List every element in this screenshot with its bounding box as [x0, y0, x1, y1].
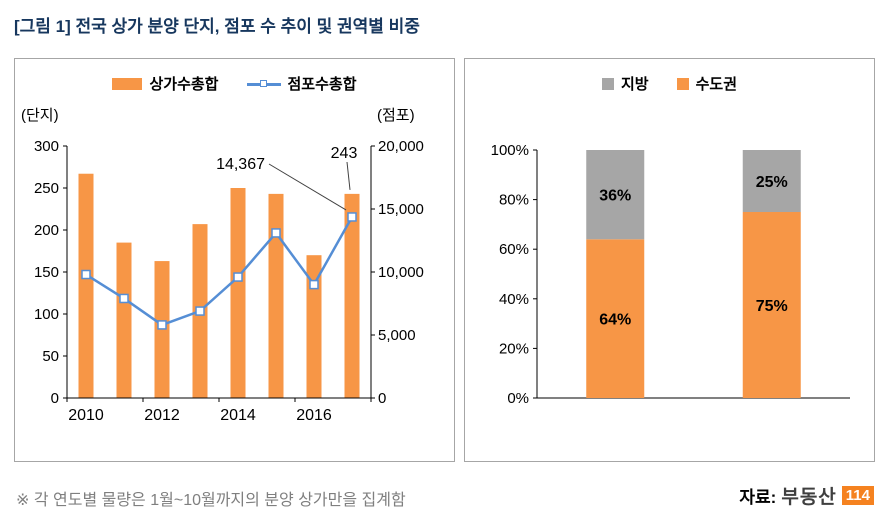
svg-text:0%: 0%: [507, 390, 529, 407]
svg-text:100%: 100%: [491, 142, 529, 159]
svg-text:0: 0: [51, 390, 59, 407]
source-label: 자료:: [739, 488, 777, 507]
sudogwon-label: 수도권: [695, 76, 737, 93]
svg-text:60%: 60%: [499, 241, 529, 258]
stacked-chart-svg: 0% 20% 40% 60% 80% 100% 64% 36% 75% 25%: [491, 142, 850, 407]
footnote: ※ 각 연도별 물량은 1월~10월까지의 분양 상가만을 집계함: [16, 492, 406, 509]
svg-text:15,000: 15,000: [378, 201, 424, 218]
legend-item-sudogwon: 수도권: [676, 73, 737, 94]
jibang-swatch-icon: [601, 77, 614, 90]
combo-chart-panel: 상가수총합 점포수총합 (단지) (점포) 0 50 100 150 200 250 300 0 5…: [14, 58, 455, 462]
bar-series-swatch-icon: [112, 77, 143, 90]
svg-text:250: 250: [34, 180, 59, 197]
bar-series-label: 상가수총합: [149, 76, 219, 93]
stacked-chart-legend: 지방 수도권: [465, 73, 874, 94]
figure-title: [그림 1] 전국 상가 분양 단지, 점포 수 추이 및 권역별 비중: [14, 17, 420, 36]
svg-text:243: 243: [331, 145, 358, 162]
svg-text:80%: 80%: [499, 192, 529, 209]
jibang-label: 지방: [620, 76, 649, 93]
legend-item-line-series: 점포수총합: [246, 73, 357, 94]
svg-text:2012: 2012: [144, 407, 180, 424]
svg-text:200: 200: [34, 222, 59, 239]
svg-text:2014: 2014: [220, 407, 256, 424]
svg-text:36%: 36%: [599, 188, 631, 205]
svg-text:25%: 25%: [756, 174, 788, 191]
stacked-chart-panel: 지방 수도권 0% 20% 40% 60% 80% 100% 64% 36% 75% 25%: [464, 58, 875, 462]
svg-text:10,000: 10,000: [378, 264, 424, 281]
line-series-swatch-icon: [246, 78, 281, 90]
svg-text:150: 150: [34, 264, 59, 281]
r114-logo-badge: 114: [841, 486, 874, 505]
svg-text:0: 0: [378, 390, 386, 407]
svg-text:20,000: 20,000: [378, 138, 424, 155]
source: 자료: 부동산 114: [739, 482, 874, 509]
svg-text:20%: 20%: [499, 340, 529, 357]
svg-text:64%: 64%: [599, 312, 631, 329]
r114-logo-text: 부동산: [781, 487, 837, 508]
svg-text:2010: 2010: [68, 407, 104, 424]
combo-chart-svg: (단지) (점포) 0 50 100 150 200 250 300 0 5,000 10,000 15…: [21, 107, 424, 424]
combo-chart-legend: 상가수총합 점포수총합: [15, 73, 454, 94]
svg-text:5,000: 5,000: [378, 327, 416, 344]
svg-text:75%: 75%: [756, 298, 788, 315]
svg-text:50: 50: [42, 348, 59, 365]
svg-text:(단지): (단지): [21, 107, 59, 124]
line-series-label: 점포수총합: [287, 76, 357, 93]
legend-item-bar-series: 상가수총합: [112, 73, 219, 94]
legend-item-jibang: 지방: [601, 73, 649, 94]
svg-text:300: 300: [34, 138, 59, 155]
svg-text:2016: 2016: [296, 407, 332, 424]
svg-text:40%: 40%: [499, 291, 529, 308]
svg-text:14,367: 14,367: [216, 156, 265, 173]
svg-text:100: 100: [34, 306, 59, 323]
svg-text:(점포): (점포): [377, 107, 415, 124]
sudogwon-swatch-icon: [676, 77, 689, 90]
